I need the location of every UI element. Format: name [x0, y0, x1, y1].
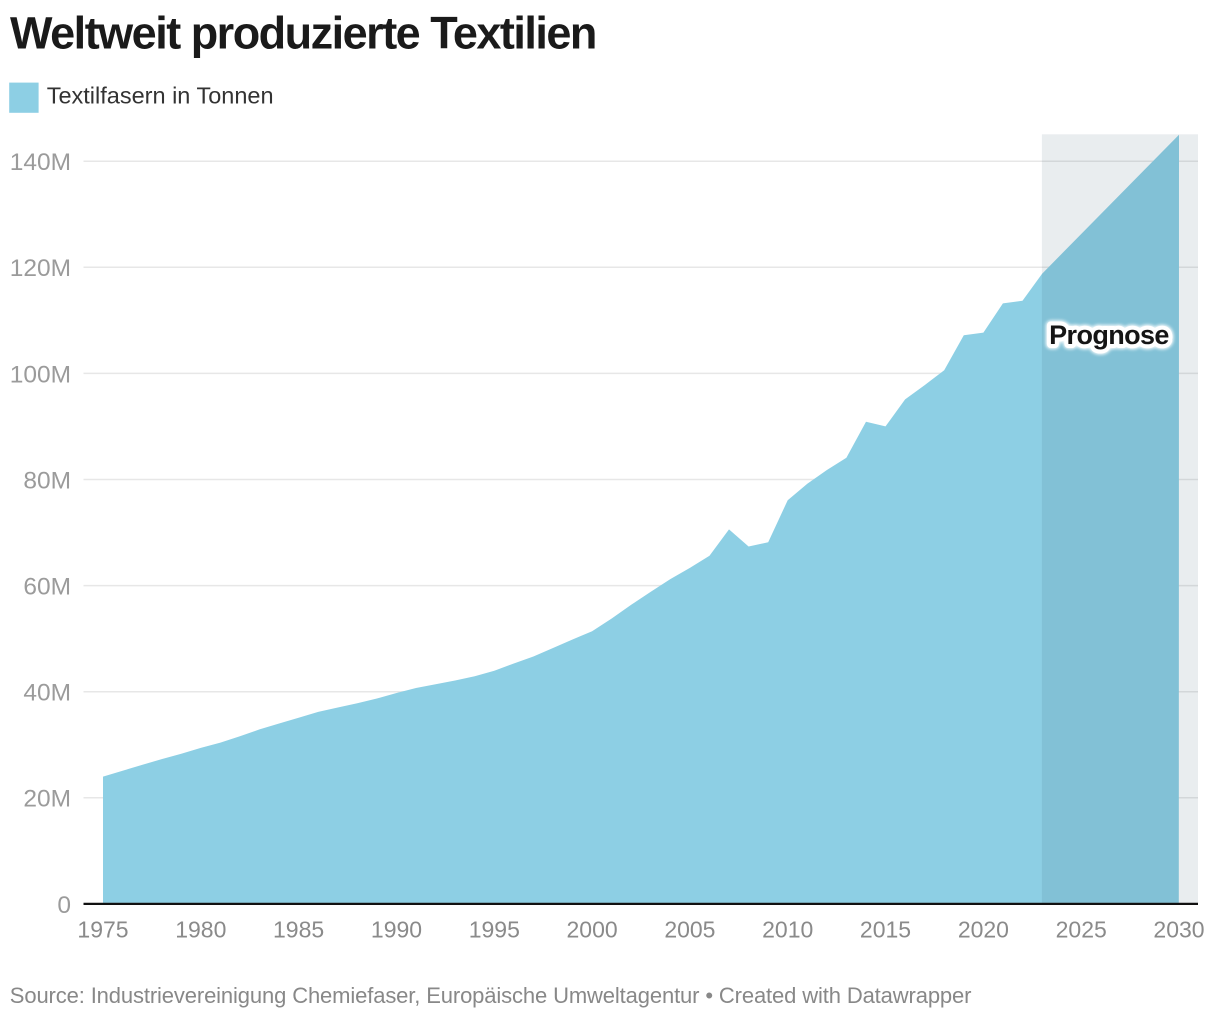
svg-text:80M: 80M: [23, 467, 71, 494]
svg-text:Source: Industrievereinigung C: Source: Industrievereinigung Chemiefaser…: [10, 983, 972, 1008]
svg-text:20M: 20M: [23, 786, 71, 813]
svg-text:Textilfasern in Tonnen: Textilfasern in Tonnen: [47, 83, 274, 109]
svg-text:2020: 2020: [958, 917, 1009, 943]
svg-text:Prognose: Prognose: [1049, 320, 1169, 350]
svg-text:100M: 100M: [10, 361, 71, 388]
svg-text:1990: 1990: [371, 917, 422, 943]
svg-text:2005: 2005: [664, 917, 715, 943]
svg-text:2030: 2030: [1153, 917, 1204, 943]
svg-text:2025: 2025: [1056, 917, 1107, 943]
svg-text:1980: 1980: [175, 917, 226, 943]
svg-text:1995: 1995: [469, 917, 520, 943]
svg-text:40M: 40M: [23, 680, 71, 707]
svg-text:0: 0: [57, 892, 71, 919]
svg-text:60M: 60M: [23, 574, 71, 601]
svg-text:2000: 2000: [567, 917, 618, 943]
svg-text:140M: 140M: [10, 149, 71, 176]
svg-text:1975: 1975: [77, 917, 128, 943]
svg-text:Weltweit produzierte Textilien: Weltweit produzierte Textilien: [10, 8, 596, 59]
svg-text:120M: 120M: [10, 255, 71, 282]
svg-text:1985: 1985: [273, 917, 324, 943]
svg-text:2015: 2015: [860, 917, 911, 943]
svg-text:2010: 2010: [762, 917, 813, 943]
svg-text:Prognose: Prognose: [1049, 320, 1169, 350]
